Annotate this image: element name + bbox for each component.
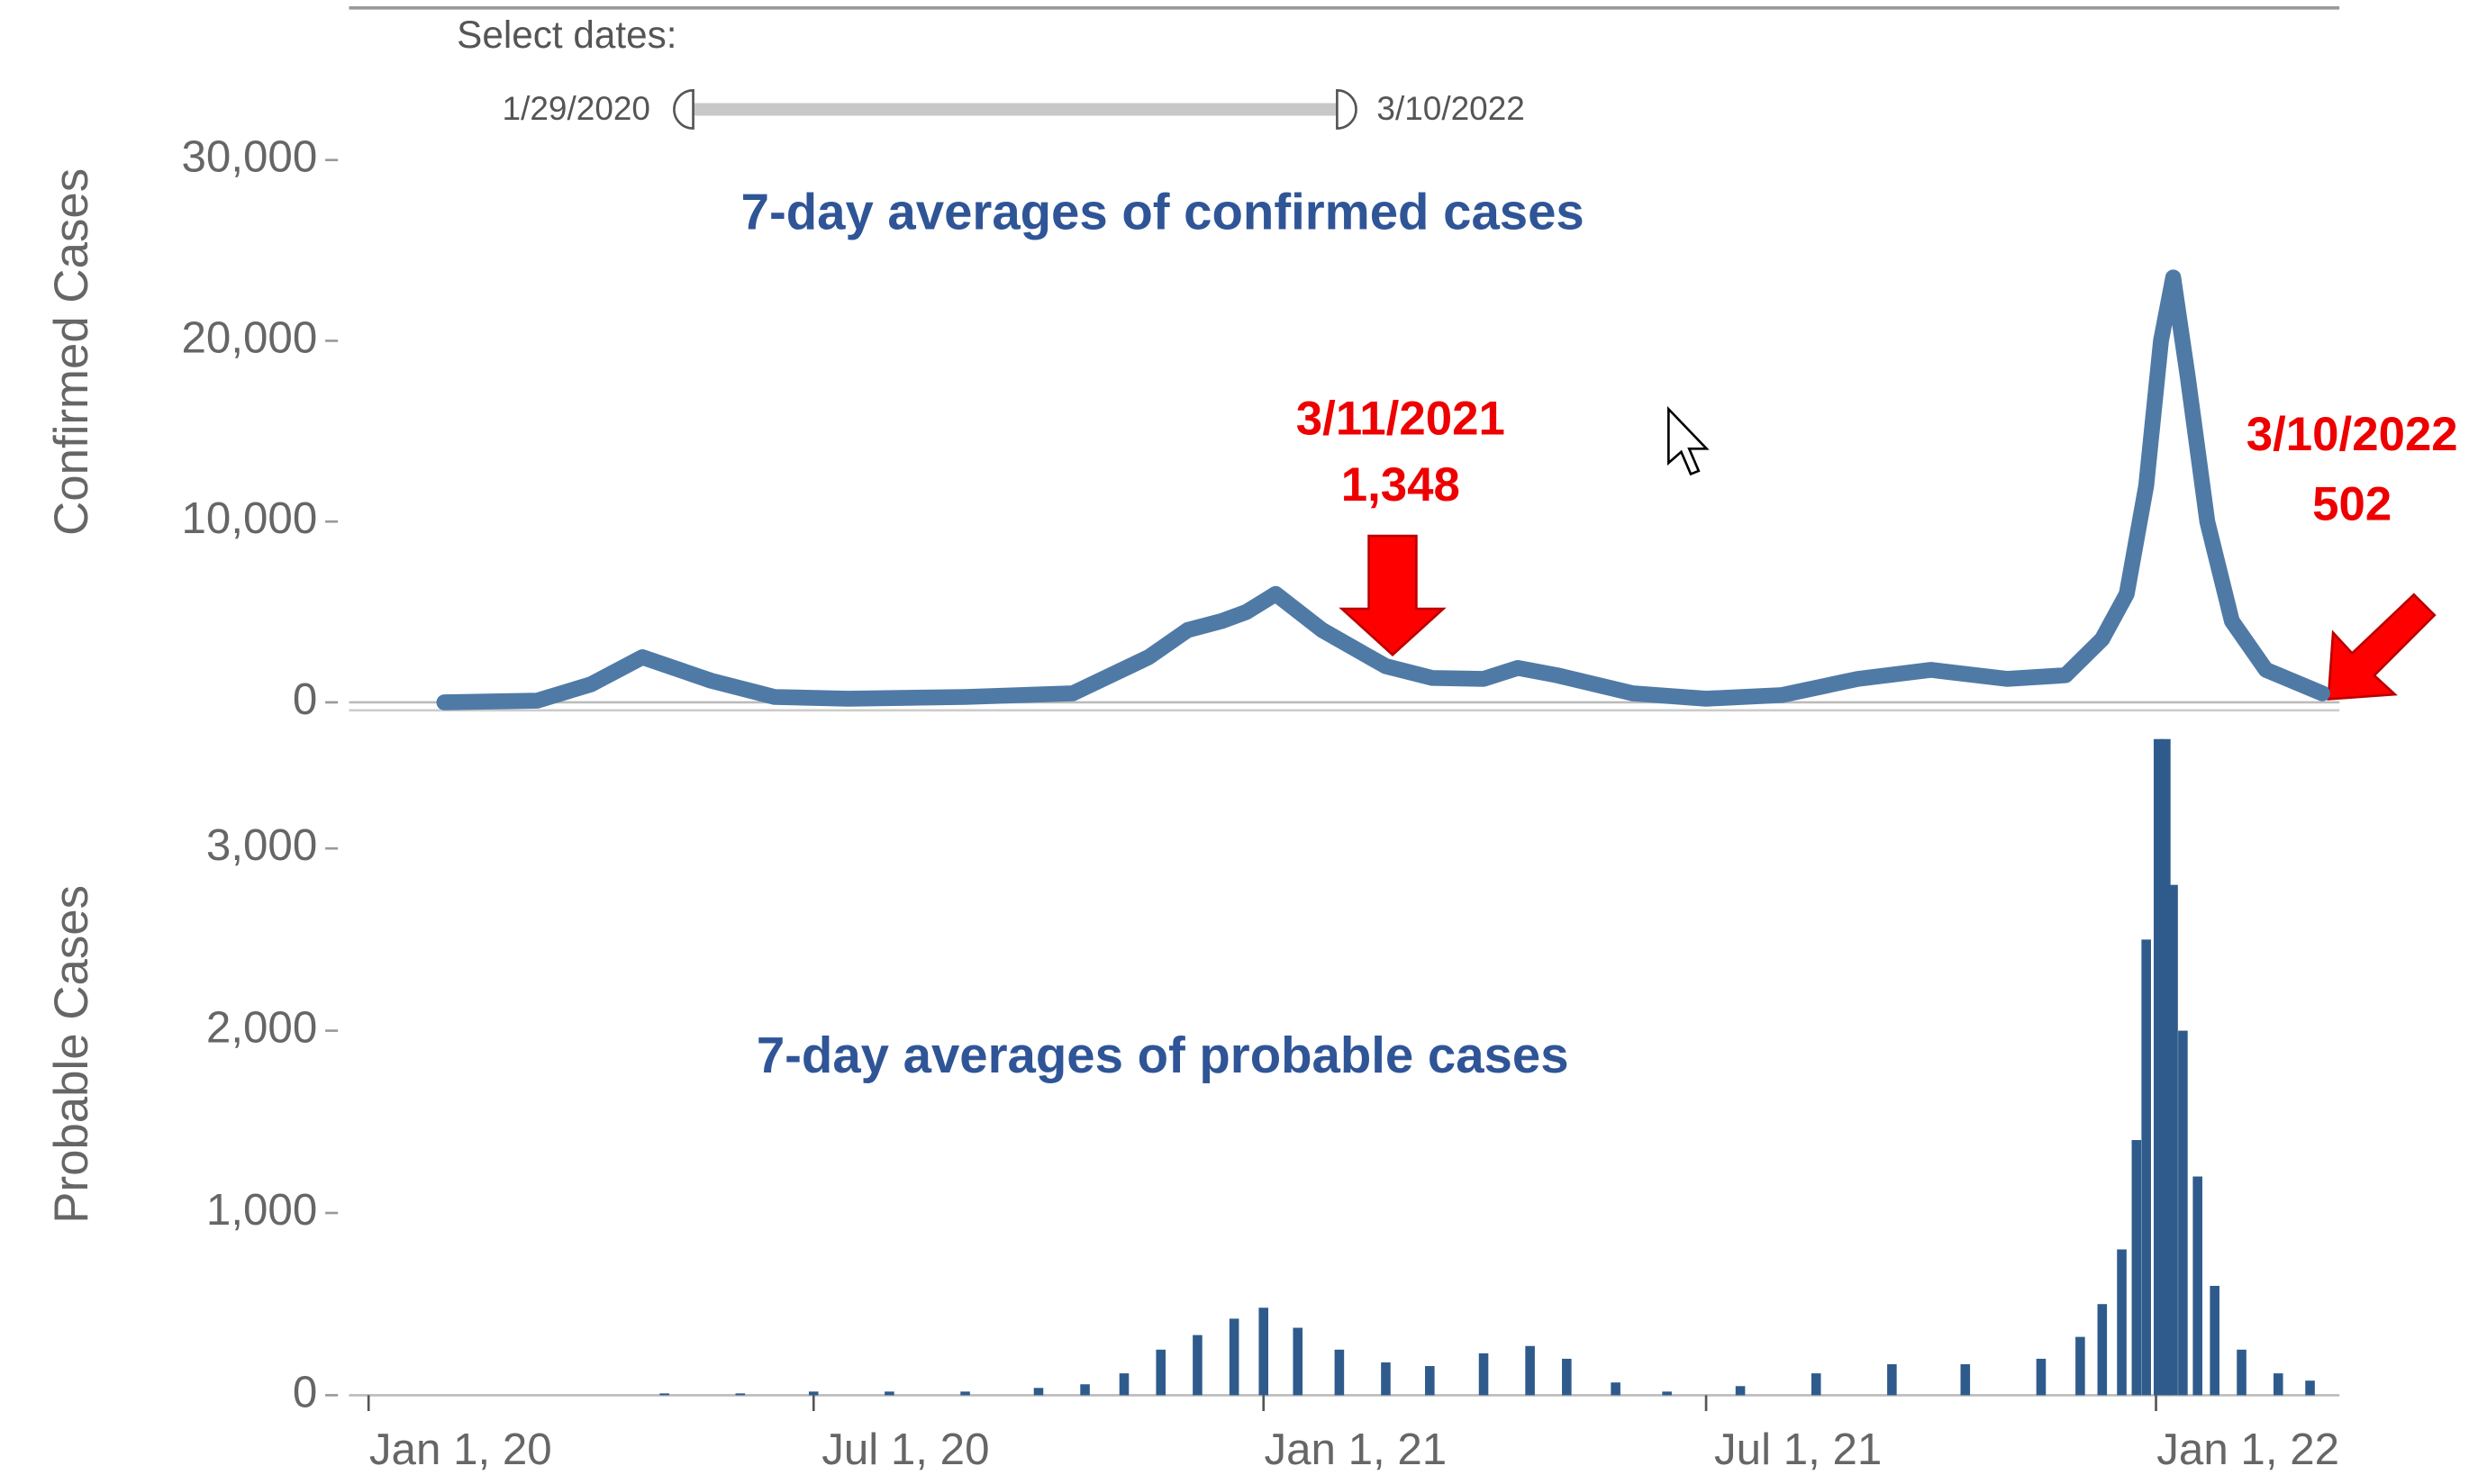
slider-start: 1/29/2020 [503,90,650,127]
x-tick-label: Jan 1, 22 [2156,1425,2339,1474]
y-axis-label: Probable Cases [45,885,98,1224]
bar [2237,1349,2246,1396]
bar [2273,1373,2283,1396]
annotation-arrow [2327,593,2437,701]
x-tick-label: Jul 1, 20 [821,1425,989,1474]
bar [1425,1366,1435,1396]
bar [2161,738,2171,1396]
bar [1887,1363,1897,1396]
bar [2178,1030,2188,1396]
bar [1080,1384,1090,1396]
bar [1478,1353,1489,1396]
bar [2117,1249,2127,1396]
bar [2305,1380,2315,1396]
bar [1811,1373,1821,1396]
annotation-arrow [1339,534,1447,656]
bar [1156,1349,1166,1396]
x-tick-label: Jan 1, 21 [1264,1425,1447,1474]
y-axis-label: Confirmed Cases [45,168,98,536]
average-line [436,269,2330,710]
chart-title: 7-day averages of confirmed cases [741,183,1584,240]
bar [1562,1358,1572,1396]
bar [1334,1349,1345,1396]
y-tick-label: 10,000 [182,493,318,543]
x-tick-label: Jan 1, 20 [369,1425,552,1474]
annotation-date: 3/10/2022 [2246,408,2458,461]
bar [2168,884,2178,1396]
bar [2097,1304,2108,1396]
slider-handle-end[interactable] [1336,89,1357,130]
slider-end: 3/10/2022 [1376,90,1524,127]
bar [808,1391,819,1396]
y-tick-label: 30,000 [182,132,318,182]
bar [1611,1382,1620,1396]
bar [960,1391,970,1396]
chart-title: 7-day averages of probable cases [757,1027,1569,1083]
bar [1381,1362,1391,1396]
bar [2192,1176,2202,1396]
bar [1258,1308,1269,1396]
annotation-value: 1,348 [1341,458,1460,511]
slider-handle-start[interactable] [673,89,694,130]
y-tick-label: 1,000 [206,1185,317,1235]
bar [2131,1140,2142,1396]
bar [659,1393,669,1396]
bar [885,1391,894,1396]
bar [1662,1391,1672,1396]
x-tick-label: Jul 1, 21 [1714,1425,1882,1474]
bar [2036,1358,2047,1396]
bar [1119,1373,1130,1396]
mouse-cursor [1667,405,1710,476]
bar [1293,1327,1303,1396]
bar [2141,939,2151,1396]
bar [2210,1285,2219,1396]
bar [2153,738,2164,1396]
annotation-date: 3/11/2021 [1296,392,1505,445]
bar [1229,1318,1239,1396]
bar [735,1393,746,1396]
bar [2075,1336,2085,1396]
bar [1193,1335,1203,1396]
slider-label: Select dates: [457,14,676,56]
bar [1525,1345,1535,1396]
y-tick-label: 20,000 [182,312,318,362]
y-tick-label: 0 [293,1367,317,1416]
annotation-value: 502 [2312,477,2392,530]
bar [1735,1386,1746,1396]
y-tick-label: 0 [293,674,317,724]
y-tick-label: 2,000 [206,1003,317,1053]
y-tick-label: 3,000 [206,820,317,870]
bar [1960,1363,1971,1396]
bar [1033,1388,1044,1396]
